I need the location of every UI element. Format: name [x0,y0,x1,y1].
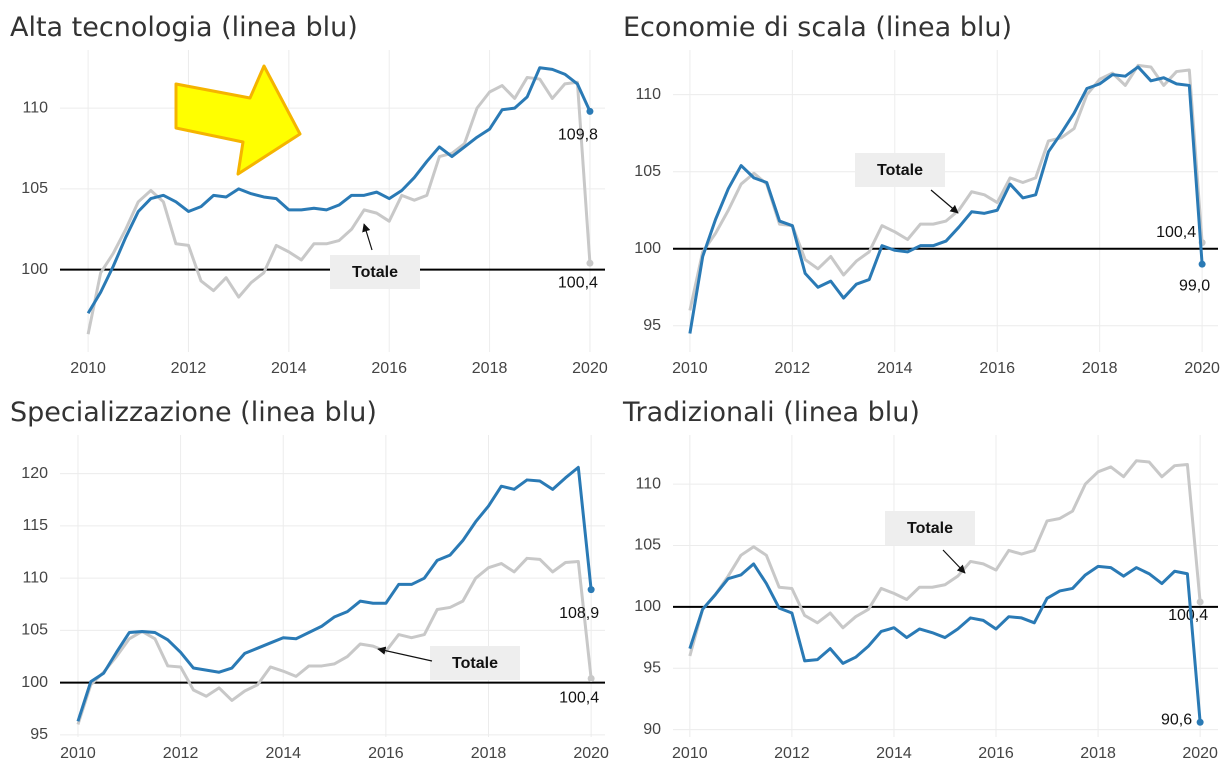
chart-panel: Specializzazione (linea blu) 95 100 105 110 1… [10,397,609,762]
y-tick-label: 100 [21,674,48,691]
series-line [86,66,592,315]
annotation-arrow [377,646,433,662]
annotation: Totale [452,655,498,672]
series-line [76,465,593,722]
value-label: 100,4 [559,690,599,707]
value-label: 100,4 [1156,224,1196,241]
value-label: 99,0 [1179,277,1210,294]
y-tick-label: 100 [634,240,661,257]
x-tick-label: 2014 [877,360,913,377]
x-tick-label: 2010 [672,360,708,377]
x-tick-label: 2016 [978,745,1014,762]
chart-title: Tradizionali (linea blu) [622,397,920,428]
x-tick-label: 2018 [471,745,507,762]
y-tick-label: 115 [22,517,48,534]
value-label: 90,6 [1161,711,1192,728]
end-point [1196,598,1204,606]
x-tick-label: 2012 [171,360,207,377]
y-tick-label: 120 [21,465,48,482]
x-tick-label: 2014 [876,745,912,762]
highlight-arrow [174,64,302,176]
annotation-box [330,255,420,289]
annotation-box [855,153,945,187]
series-line [688,459,1202,657]
x-tick-label: 2020 [572,360,608,377]
x-tick-label: 2020 [573,745,609,762]
x-tick-label: 2020 [1184,360,1220,377]
series-line [688,562,1202,723]
y-tick-label: 95 [643,317,661,334]
y-tick-label: 105 [634,537,661,554]
chart-title: Specializzazione (linea blu) [10,397,377,428]
x-tick-label: 2018 [472,360,508,377]
end-point [586,107,594,115]
y-tick-label: 100 [21,261,48,278]
end-point [587,674,595,682]
y-tick-label: 110 [635,475,661,492]
value-label: 100,4 [558,274,598,291]
y-tick-label: 110 [22,99,48,116]
annotation-box [885,511,975,545]
x-tick-label: 2012 [163,745,199,762]
y-tick-label: 105 [634,163,661,180]
y-tick-label: 95 [30,726,48,743]
series-line [86,75,592,335]
x-tick-label: 2014 [271,360,307,377]
x-tick-label: 2010 [60,745,96,762]
end-point [586,259,594,267]
chart-panel: Tradizionali (linea blu) 90 95 100 105 110 201… [622,397,1218,762]
end-point [587,586,595,594]
y-tick-label: 105 [21,622,48,639]
annotation: Totale [352,264,398,281]
value-label: 100,4 [1168,607,1208,624]
y-tick-label: 105 [21,180,48,197]
x-tick-label: 2012 [774,745,810,762]
x-tick-label: 2010 [70,360,106,377]
series-line [76,556,593,725]
x-tick-label: 2018 [1082,360,1118,377]
chart-panel: Alta tecnologia (linea blu) 100 105 110 2010… [10,12,608,377]
y-tick-label: 110 [22,569,48,586]
x-tick-label: 2014 [265,745,301,762]
annotation-box [430,646,520,680]
y-tick-label: 95 [643,659,661,676]
annotation: Totale [907,520,953,537]
chart-title: Economie di scala (linea blu) [623,12,1012,43]
x-tick-label: 2016 [979,360,1015,377]
y-tick-label: 90 [643,721,661,738]
value-label: 109,8 [558,127,598,144]
x-tick-label: 2016 [368,745,404,762]
x-tick-label: 2010 [672,745,708,762]
series-line [688,65,1204,334]
x-tick-label: 2018 [1080,745,1116,762]
chart-title: Alta tecnologia (linea blu) [10,12,358,43]
series-line [688,63,1204,311]
y-tick-label: 110 [635,86,661,103]
y-tick-label: 100 [634,598,661,615]
annotation: Totale [877,162,923,179]
x-tick-label: 2012 [775,360,811,377]
value-label: 108,9 [559,605,599,622]
end-point [1198,260,1206,268]
annotation-arrow [362,223,373,251]
chart-panel: Economie di scala (linea blu) 95 100 105 110… [623,12,1220,377]
x-tick-label: 2020 [1182,745,1218,762]
end-point [1196,718,1204,726]
x-tick-label: 2016 [371,360,407,377]
annotation-arrow [942,549,966,574]
annotation-arrow [930,189,959,214]
